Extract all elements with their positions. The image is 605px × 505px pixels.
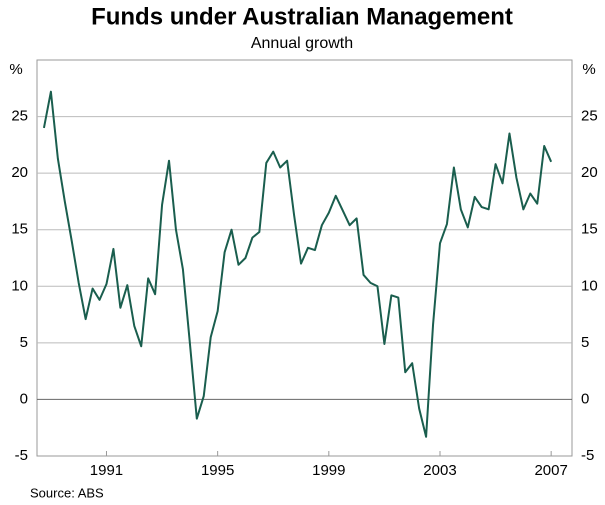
x-tick-label: 1991 [90, 462, 123, 479]
y-tick-label: 25 [11, 108, 28, 125]
y-tick-label: 10 [11, 277, 28, 294]
y2-tick-label: 0 [581, 390, 589, 407]
chart-title: Funds under Australian Management [91, 3, 513, 30]
y-tick-label: -5 [15, 447, 28, 464]
source-note: Source: ABS [30, 485, 104, 500]
x-tick-label: 1995 [201, 462, 234, 479]
y-tick-label: 15 [11, 221, 28, 238]
y2-tick-label: 10 [581, 277, 598, 294]
y2-axis-label: % [582, 61, 595, 78]
chart-subtitle: Annual growth [251, 35, 353, 52]
plot-area [36, 59, 573, 457]
y-tick-label: 0 [20, 390, 28, 407]
y-axis-label: % [9, 61, 22, 78]
x-tick-label: 2003 [423, 462, 456, 479]
y2-tick-label: 5 [581, 334, 589, 351]
x-tick-label: 1999 [312, 462, 345, 479]
x-tick-label: 2007 [534, 462, 567, 479]
y-tick-label: 5 [20, 334, 28, 351]
y2-tick-label: 20 [581, 164, 598, 181]
data-line [42, 90, 553, 438]
y2-tick-label: -5 [581, 447, 594, 464]
y-tick-label: 20 [11, 164, 28, 181]
y2-tick-label: 15 [581, 221, 598, 238]
y2-tick-label: 25 [581, 108, 598, 125]
